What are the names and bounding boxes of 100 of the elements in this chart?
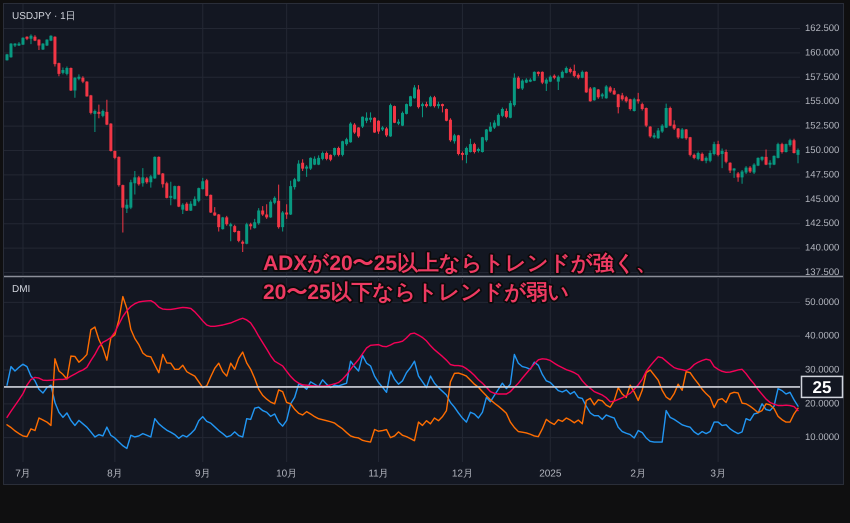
- candlestick: [21, 36, 24, 46]
- candlestick: [736, 171, 740, 182]
- y-tick-label: 152.500: [805, 120, 840, 132]
- candlestick: [137, 175, 140, 186]
- candlestick: [724, 149, 728, 164]
- candlestick: [700, 152, 704, 162]
- candlestick: [616, 93, 620, 114]
- candlestick: [424, 101, 428, 108]
- candlestick: [436, 101, 440, 110]
- candlestick: [664, 103, 668, 129]
- candlestick: [796, 148, 800, 164]
- text: USDJPY · 1日: [12, 11, 76, 22]
- candlestick: [45, 38, 48, 47]
- candlestick: [325, 150, 328, 161]
- candlestick: [289, 180, 292, 216]
- candlestick: [229, 222, 232, 242]
- candlestick: [648, 126, 652, 138]
- y-tick-label: 20.0000: [805, 398, 840, 410]
- candlestick: [472, 142, 476, 154]
- candlestick: [604, 84, 608, 100]
- candlestick: [740, 170, 744, 184]
- candlestick: [544, 78, 548, 92]
- candlestick: [452, 133, 456, 144]
- y-tick-label: 160.000: [805, 47, 840, 58]
- candlestick: [728, 162, 732, 174]
- ref-line-label: 25: [812, 378, 832, 397]
- x-tick-label: 9月: [194, 468, 211, 480]
- candlestick: [632, 97, 636, 112]
- candlestick: [556, 74, 560, 90]
- candlestick: [181, 202, 184, 214]
- candlestick: [317, 154, 320, 166]
- candlestick: [333, 147, 336, 157]
- candlestick: [17, 42, 20, 47]
- text: DMI: [12, 284, 30, 295]
- y-tick-label: 147.500: [805, 169, 840, 180]
- line-series: [6, 354, 799, 450]
- candlestick: [420, 102, 424, 118]
- y-tick-label: 40.0000: [805, 330, 840, 342]
- candlestick: [141, 168, 144, 188]
- candlestick: [608, 86, 612, 94]
- y-tick-label: 145.000: [805, 194, 840, 205]
- candlestick: [321, 150, 324, 161]
- candlestick: [760, 156, 764, 162]
- candlestick: [37, 38, 40, 50]
- candlestick: [261, 206, 264, 216]
- candlestick: [97, 104, 100, 119]
- y-tick-label: 137.500: [805, 267, 840, 278]
- annotation: ADXが20〜25以上ならトレンドが強く、 20〜25以下ならトレンドが弱い: [263, 252, 658, 304]
- candlestick: [61, 67, 64, 75]
- candlestick: [780, 142, 784, 154]
- candlestick: [29, 34, 32, 45]
- candlestick: [440, 103, 444, 113]
- candlestick: [792, 138, 796, 154]
- candlestick: [225, 215, 228, 226]
- candlestick: [25, 36, 28, 41]
- x-tick-label: 10月: [276, 468, 298, 480]
- candlestick: [680, 128, 684, 140]
- candlestick: [241, 240, 244, 253]
- candlestick: [764, 149, 768, 166]
- candlestick: [696, 150, 700, 161]
- candlestick: [748, 166, 752, 174]
- candlestick: [257, 208, 260, 226]
- candlestick: [365, 112, 368, 124]
- x-tick-label: 12月: [452, 468, 473, 480]
- candlestick: [265, 204, 268, 220]
- y-tick-label: 157.500: [805, 72, 840, 83]
- x-tick-label: 7月: [15, 468, 31, 480]
- candlestick: [572, 64, 576, 78]
- y-tick-label: 155.000: [805, 96, 840, 108]
- candlestick: [381, 126, 384, 132]
- candlestick: [277, 184, 280, 230]
- candlestick: [369, 112, 372, 123]
- candlestick: [41, 42, 44, 50]
- candlestick: [145, 176, 148, 184]
- candlestick: [504, 108, 508, 119]
- candlestick: [612, 88, 616, 96]
- candlestick: [385, 126, 388, 138]
- candlestick: [313, 156, 316, 166]
- candlestick: [281, 210, 284, 232]
- candlestick: [580, 70, 584, 79]
- candlestick: [652, 132, 656, 140]
- y-tick-label: 10.0000: [805, 432, 840, 444]
- x-tick-label: 3月: [710, 468, 726, 480]
- y-tick-label: 50.0000: [805, 296, 840, 308]
- candlestick: [656, 128, 660, 140]
- candlestick: [249, 222, 252, 230]
- x-tick-label: 2025: [539, 468, 562, 480]
- candlestick: [520, 78, 524, 90]
- candlestick: [720, 148, 724, 169]
- candlestick: [301, 158, 304, 172]
- candlestick: [768, 160, 772, 169]
- y-tick-label: 142.500: [805, 218, 840, 230]
- candlestick: [732, 168, 736, 178]
- candlestick: [357, 126, 360, 138]
- candlestick: [81, 76, 84, 84]
- candlestick: [169, 181, 172, 206]
- candlestick: [596, 88, 600, 100]
- x-tick-label: 8月: [107, 468, 123, 480]
- y-tick-label: 30.0000: [805, 364, 840, 376]
- candlestick: [353, 122, 356, 134]
